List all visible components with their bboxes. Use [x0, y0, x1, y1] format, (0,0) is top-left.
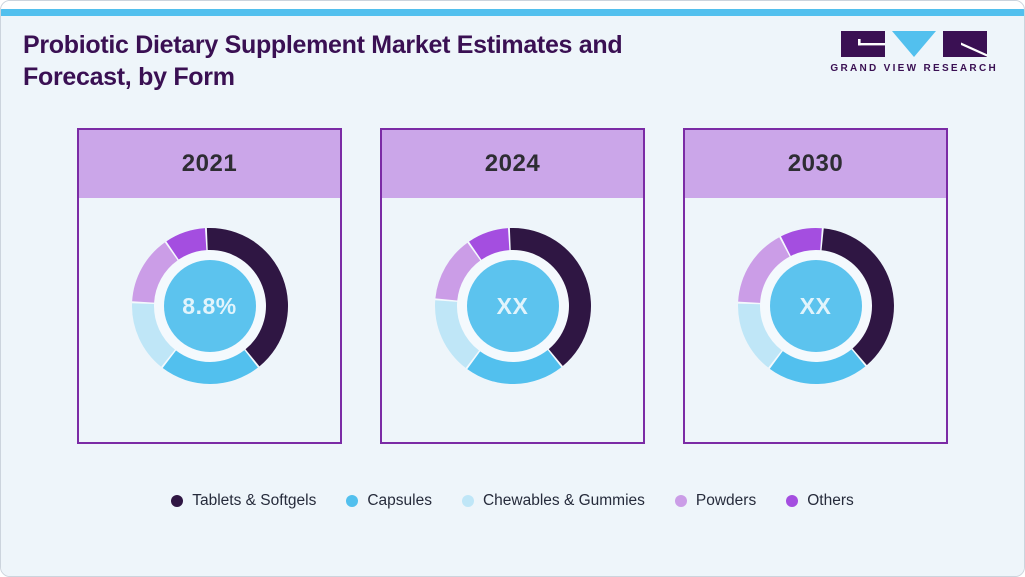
donut-segment-tablets: [509, 227, 591, 367]
donut-chart-2021: 8.8%: [131, 227, 289, 385]
legend-item-chewables: Chewables & Gummies: [461, 492, 645, 510]
donut-center-circle: [466, 260, 559, 352]
donut-panels-row: 2021 8.8% 2024 XX 2030 XX: [1, 128, 1024, 444]
donut-center-circle: [769, 260, 862, 352]
legend-dot-powders-icon: [674, 495, 687, 507]
legend-dot-tablets-icon: [171, 495, 184, 507]
donut-segment-powders: [434, 242, 480, 301]
content-area: Probiotic Dietary Supplement Market Esti…: [1, 16, 1024, 576]
logo-g-glyph: [841, 31, 886, 57]
panel-2030-year-label: 2030: [685, 130, 946, 198]
legend-item-others: Others: [786, 492, 854, 510]
donut-chart-2021-svg: [131, 227, 288, 385]
top-white-strip: [1, 1, 1024, 9]
header: Probiotic Dietary Supplement Market Esti…: [1, 29, 1024, 93]
donut-segment-others: [165, 228, 206, 260]
panel-2021-year-label: 2021: [79, 130, 340, 198]
donut-2030-center-label: XX: [799, 292, 832, 319]
donut-segment-tablets: [206, 227, 288, 367]
donut-segment-others: [468, 228, 509, 260]
panel-2024-year-label: 2024: [382, 130, 643, 198]
gvr-logo: GRAND VIEW RESEARCH: [830, 31, 998, 74]
legend-label-powders: Powders: [695, 492, 757, 509]
legend-label-others: Others: [807, 492, 854, 509]
gvr-logo-text: GRAND VIEW RESEARCH: [830, 63, 998, 74]
legend: Tablets & Softgels Capsules Chewables & …: [1, 492, 1024, 510]
donut-segment-capsules: [466, 349, 561, 384]
donut-chart-2030-svg: [737, 228, 894, 384]
logo-r-glyph: [943, 31, 988, 57]
legend-dot-chewables-icon: [461, 495, 474, 507]
donut-segment-capsules: [162, 350, 258, 385]
panel-2021: 2021 8.8%: [77, 128, 342, 444]
legend-label-capsules: Capsules: [367, 492, 432, 509]
top-accent-bar: [1, 9, 1024, 16]
donut-center-circle: [163, 260, 256, 352]
legend-label-chewables: Chewables & Gummies: [482, 492, 645, 509]
donut-segment-tablets: [821, 228, 894, 366]
donut-chart-2024: XX: [434, 227, 592, 385]
gvr-logo-icon: [841, 31, 988, 57]
donut-2021-center-label: 8.8%: [182, 292, 237, 319]
donut-chart-2030: XX: [737, 227, 895, 385]
donut-segment-chewables: [131, 303, 175, 367]
donut-segment-powders: [131, 242, 178, 303]
page-title: Probiotic Dietary Supplement Market Esti…: [23, 31, 623, 91]
logo-v-glyph: [892, 31, 937, 57]
legend-item-tablets: Tablets & Softgels: [171, 492, 316, 510]
legend-item-capsules: Capsules: [346, 492, 432, 510]
panel-2024: 2024 XX: [380, 128, 645, 444]
donut-segment-others: [780, 228, 822, 256]
legend-label-tablets: Tablets & Softgels: [192, 492, 317, 509]
donut-segment-chewables: [434, 300, 479, 369]
legend-dot-capsules-icon: [346, 495, 359, 507]
donut-segment-capsules: [769, 349, 865, 384]
donut-2024-center-label: XX: [496, 292, 529, 319]
legend-item-powders: Powders: [674, 492, 757, 510]
donut-segment-powders: [737, 237, 790, 303]
donut-segment-chewables: [737, 303, 782, 368]
panel-2030: 2030 XX: [683, 128, 948, 444]
legend-dot-others-icon: [786, 495, 799, 507]
donut-chart-2024-svg: [434, 227, 591, 384]
